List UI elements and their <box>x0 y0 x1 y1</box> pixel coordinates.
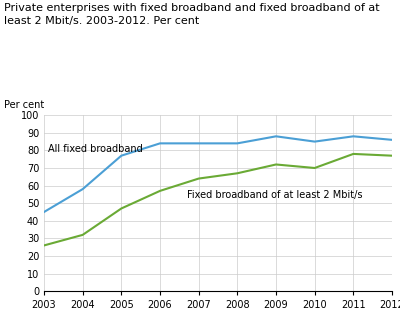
Text: Per cent: Per cent <box>4 100 44 110</box>
Text: Private enterprises with fixed broadband and fixed broadband of at
least 2 Mbit/: Private enterprises with fixed broadband… <box>4 3 380 26</box>
Text: Fixed broadband of at least 2 Mbit/s: Fixed broadband of at least 2 Mbit/s <box>187 190 362 200</box>
Text: All fixed broadband: All fixed broadband <box>48 144 143 154</box>
